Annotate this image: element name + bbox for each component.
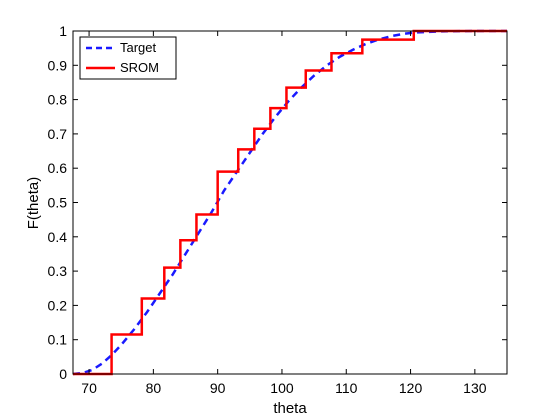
y-tick-label: 0.4	[48, 229, 68, 245]
legend: Target SROM	[79, 36, 177, 80]
x-tick-label: 80	[146, 380, 162, 396]
y-tick-label: 0.8	[48, 92, 68, 108]
x-tick-label: 110	[335, 380, 358, 396]
x-tick-label: 90	[210, 380, 226, 396]
y-tick-label: 0.1	[48, 332, 68, 348]
x-tick-label: 100	[270, 380, 294, 396]
legend-label-target: Target	[120, 40, 157, 55]
y-tick-label: 0.7	[48, 126, 68, 142]
x-tick-label: 120	[399, 380, 423, 396]
ticks-layer: 70 80 90 100 110 120 130 0 0.1 0.2 0.3 0.4 0.5 0.6 0.7…	[48, 23, 507, 396]
x-tick-label: 70	[81, 380, 97, 396]
x-tick-label: 130	[463, 380, 487, 396]
legend-box	[79, 36, 177, 80]
y-tick-label: 0	[59, 366, 67, 382]
series-layer	[72, 29, 507, 376]
y-axis-title: F(theta)	[25, 177, 42, 230]
legend-label-srom: SROM	[120, 60, 159, 75]
y-tick-label: 1	[59, 23, 67, 39]
y-tick-label: 0.6	[48, 160, 68, 176]
y-tick-label: 0.5	[48, 195, 68, 211]
y-tick-label: 0.2	[48, 297, 68, 313]
x-axis-title: theta	[273, 400, 307, 417]
series-target-line	[72, 29, 507, 376]
series-srom-step-line	[73, 29, 507, 376]
y-tick-label: 0.3	[48, 263, 68, 279]
y-tick-label: 0.9	[48, 57, 68, 73]
